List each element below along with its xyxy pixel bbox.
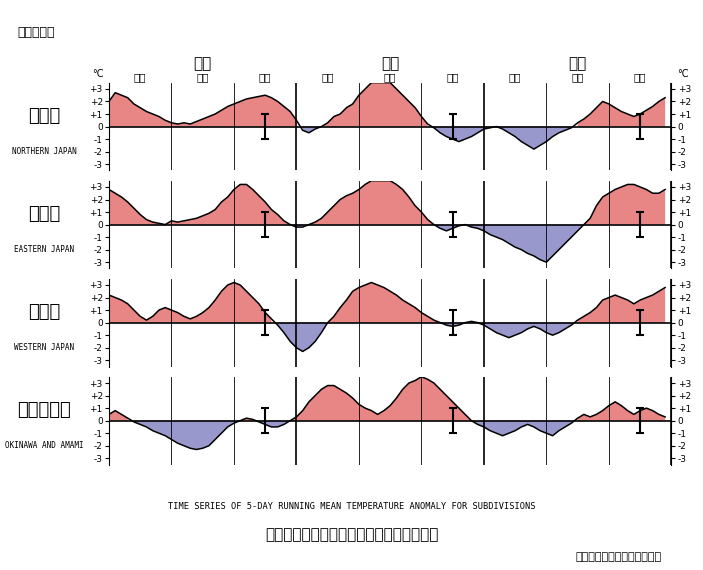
Text: 上旬: 上旬	[134, 72, 146, 82]
Text: 更新日：２０２４年４月１日: 更新日：２０２４年４月１日	[576, 552, 662, 563]
Text: 下旬: 下旬	[634, 72, 646, 82]
Text: 中旬: 中旬	[196, 72, 209, 82]
Text: 下旬: 下旬	[446, 72, 459, 82]
Text: OKINAWA AND AMAMI: OKINAWA AND AMAMI	[5, 441, 84, 450]
Text: ２月: ２月	[381, 56, 399, 71]
Text: 下旬: 下旬	[259, 72, 271, 82]
Text: 沖縄・奄美: 沖縄・奄美	[18, 401, 71, 419]
Text: 上旬: 上旬	[509, 72, 522, 82]
Text: 北日本: 北日本	[28, 107, 60, 125]
Text: EASTERN JAPAN: EASTERN JAPAN	[14, 245, 75, 254]
Text: 中旬: 中旬	[384, 72, 396, 82]
Text: °C: °C	[677, 69, 688, 79]
Text: 東日本: 東日本	[28, 205, 60, 223]
Text: ３月: ３月	[569, 56, 587, 71]
Text: １月: １月	[193, 56, 212, 71]
Text: °C: °C	[92, 69, 103, 79]
Text: 上旬: 上旬	[321, 72, 334, 82]
Text: WESTERN JAPAN: WESTERN JAPAN	[14, 343, 75, 352]
Text: 中旬: 中旬	[572, 72, 584, 82]
Text: 西日本: 西日本	[28, 303, 60, 321]
Text: NORTHERN JAPAN: NORTHERN JAPAN	[12, 146, 77, 156]
Text: 地域平均気温平年差の５日移動平均時系列: 地域平均気温平年差の５日移動平均時系列	[265, 527, 438, 542]
Text: TIME SERIES OF 5-DAY RUNNING MEAN TEMPERATURE ANOMALY FOR SUBDIVISIONS: TIME SERIES OF 5-DAY RUNNING MEAN TEMPER…	[168, 502, 535, 511]
Text: ２０２４年: ２０２４年	[18, 26, 55, 39]
